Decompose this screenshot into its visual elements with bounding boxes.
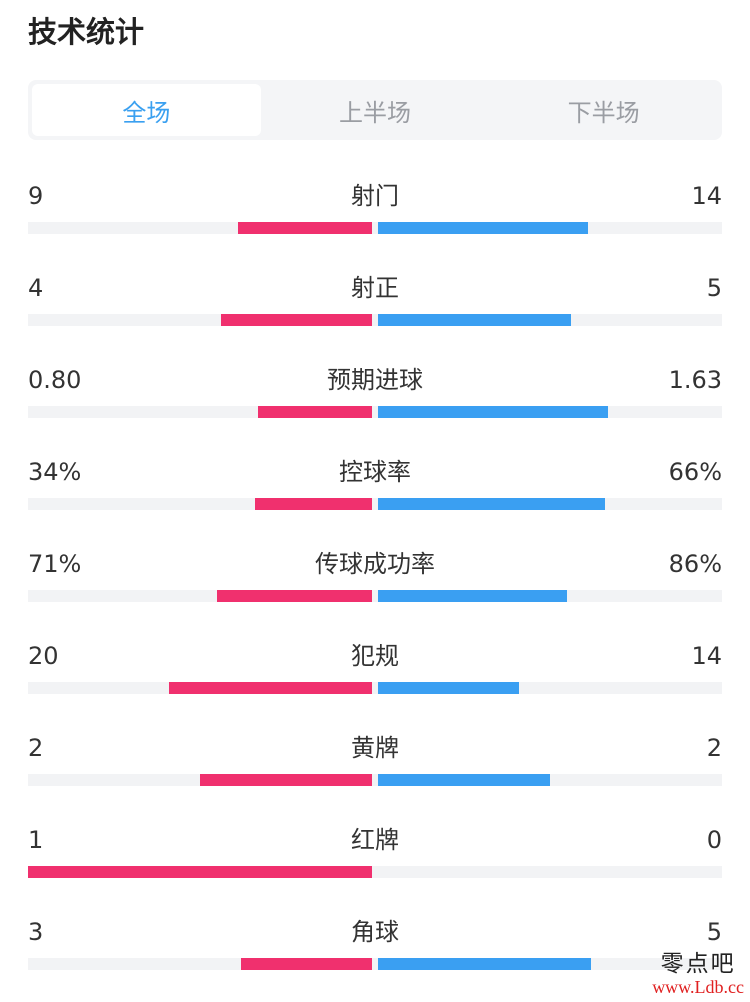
stat-row-fouls: 20 犯规 14	[28, 640, 722, 720]
stat-bar-track	[28, 222, 722, 234]
away-bar	[378, 682, 519, 694]
stat-row-possession: 34% 控球率 66%	[28, 456, 722, 536]
home-value: 34%	[28, 458, 82, 486]
watermark-name: 零点吧	[660, 950, 736, 977]
stat-bar-track	[28, 498, 722, 510]
home-bar	[238, 222, 372, 234]
watermark-url: www.Ldb.cc	[652, 977, 744, 998]
stat-label: 红牌	[351, 826, 399, 854]
home-bar	[255, 498, 372, 510]
away-value: 2	[706, 734, 722, 762]
stat-bar-track	[28, 314, 722, 326]
away-value: 5	[706, 274, 722, 302]
stat-label: 预期进球	[327, 366, 423, 394]
away-value: 0	[706, 826, 722, 854]
stat-row-expected-goals: 0.80 预期进球 1.63	[28, 364, 722, 444]
stat-row-shots: 9 射门 14	[28, 180, 722, 260]
home-value: 4	[28, 274, 44, 302]
away-value: 86%	[668, 550, 722, 578]
away-bar	[378, 222, 588, 234]
stat-row-shots-on-target: 4 射正 5	[28, 272, 722, 352]
page-title: 技术统计	[28, 15, 145, 49]
period-tabs: 全场 上半场 下半场	[28, 80, 722, 140]
stat-label: 犯规	[351, 642, 399, 670]
stat-label: 角球	[351, 918, 399, 946]
stat-row-red-cards: 1 红牌 0	[28, 824, 722, 904]
home-bar	[169, 682, 372, 694]
away-value: 14	[691, 642, 722, 670]
away-value: 1.63	[668, 366, 722, 394]
home-value: 1	[28, 826, 44, 854]
tab-full-match[interactable]: 全场	[32, 84, 261, 136]
away-bar	[378, 406, 608, 418]
stat-bar-track	[28, 774, 722, 786]
stat-bar-track	[28, 682, 722, 694]
home-bar	[200, 774, 372, 786]
stat-label: 黄牌	[351, 734, 399, 762]
home-value: 3	[28, 918, 44, 946]
away-bar	[378, 590, 567, 602]
stat-label: 传球成功率	[315, 550, 435, 578]
tab-second-half[interactable]: 下半场	[567, 98, 640, 127]
stat-label: 控球率	[339, 458, 411, 486]
watermark: 零点吧 www.Ldb.cc	[652, 951, 744, 998]
home-value: 9	[28, 182, 44, 210]
away-bar	[378, 958, 591, 970]
stat-row-corners: 3 角球 5	[28, 916, 722, 996]
home-value: 71%	[28, 550, 82, 578]
away-value: 66%	[668, 458, 722, 486]
tab-first-half[interactable]: 上半场	[339, 98, 411, 127]
home-bar	[241, 958, 372, 970]
stat-bar-track	[28, 958, 722, 970]
home-value: 20	[28, 642, 59, 670]
away-bar	[378, 314, 571, 326]
away-bar	[378, 498, 605, 510]
home-value: 0.80	[28, 366, 82, 394]
stat-bar-track	[28, 406, 722, 418]
home-value: 2	[28, 734, 44, 762]
stat-label: 射正	[351, 274, 399, 302]
stat-label: 射门	[351, 182, 399, 210]
home-bar	[258, 406, 372, 418]
away-value: 5	[706, 918, 722, 946]
stat-row-yellow-cards: 2 黄牌 2	[28, 732, 722, 812]
stat-row-pass-accuracy: 71% 传球成功率 86%	[28, 548, 722, 628]
home-bar	[28, 866, 372, 878]
home-bar	[221, 314, 372, 326]
away-bar	[378, 774, 550, 786]
stat-bar-track	[28, 866, 722, 878]
away-value: 14	[691, 182, 722, 210]
home-bar	[217, 590, 372, 602]
stat-bar-track	[28, 590, 722, 602]
